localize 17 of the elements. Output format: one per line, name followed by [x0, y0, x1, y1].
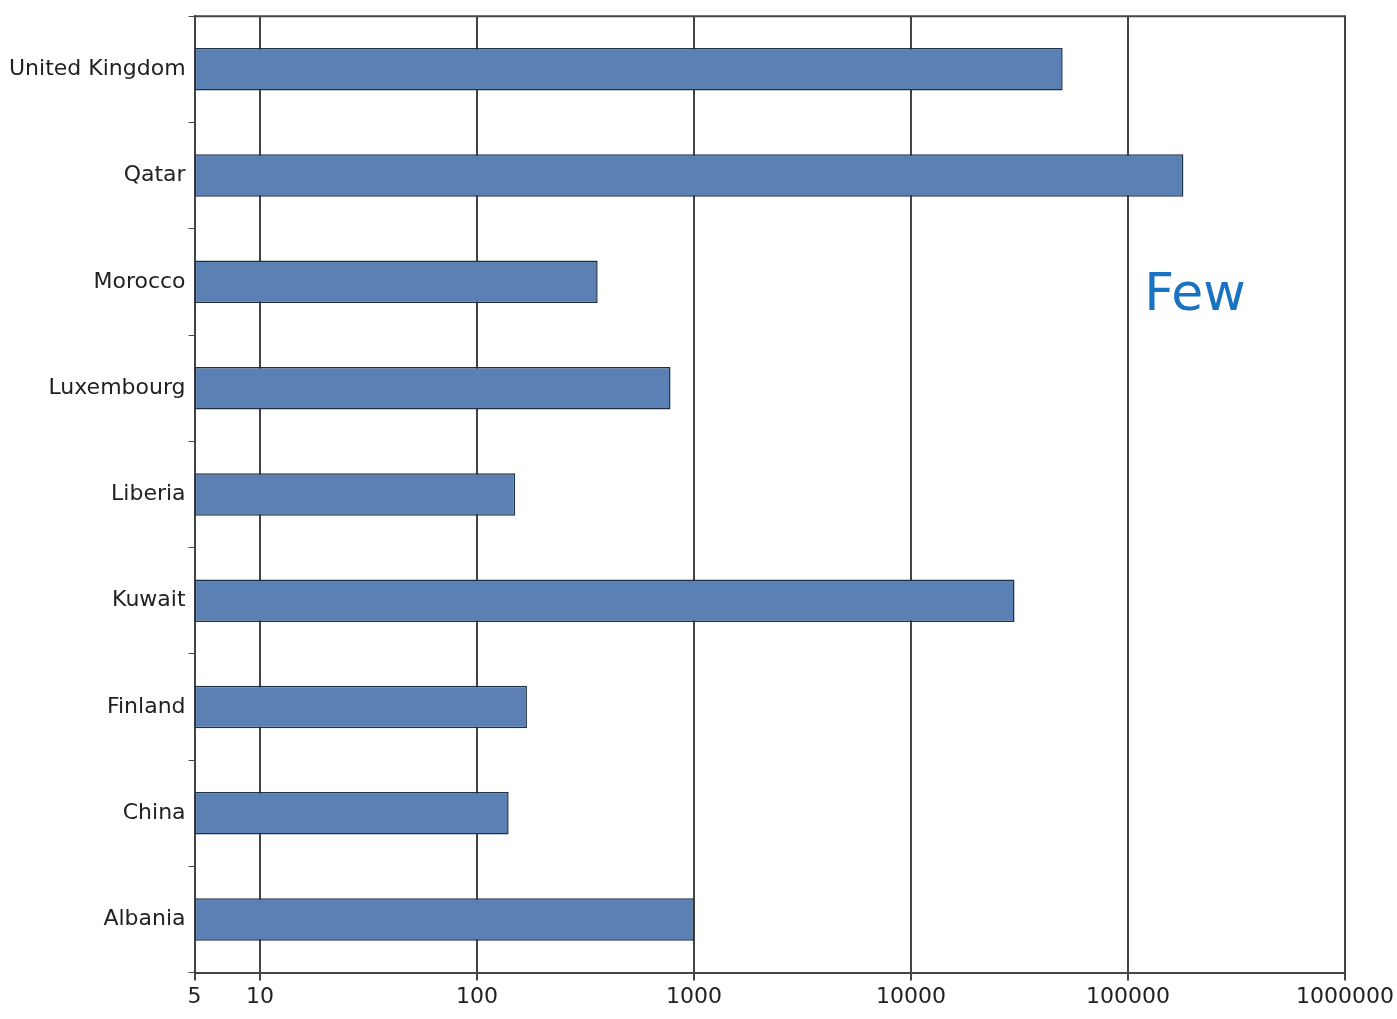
y-tick-label: Morocco — [93, 267, 186, 293]
x-tick-label: 100 — [455, 982, 498, 1008]
y-tick-label: Albania — [103, 905, 186, 931]
y-tick-label: United Kingdom — [8, 55, 186, 81]
x-tick-label: 1000 — [665, 982, 722, 1008]
annotation: Few — [1144, 261, 1246, 322]
x-tick-label: 1000000 — [1296, 982, 1394, 1008]
x-tick-label: 5 — [187, 982, 202, 1008]
y-tick-label: China — [122, 798, 186, 824]
y-tick-label: Kuwait — [112, 586, 186, 612]
x-tick-label: 100000 — [1086, 982, 1170, 1008]
y-tick-label: Luxembourg — [48, 373, 186, 399]
y-tick-label: Finland — [106, 692, 186, 718]
y-tick-label: Liberia — [111, 480, 186, 506]
x-tick-label: 10 — [245, 982, 274, 1008]
y-tick-label: Qatar — [123, 161, 187, 187]
x-tick-label: 10000 — [875, 982, 946, 1008]
